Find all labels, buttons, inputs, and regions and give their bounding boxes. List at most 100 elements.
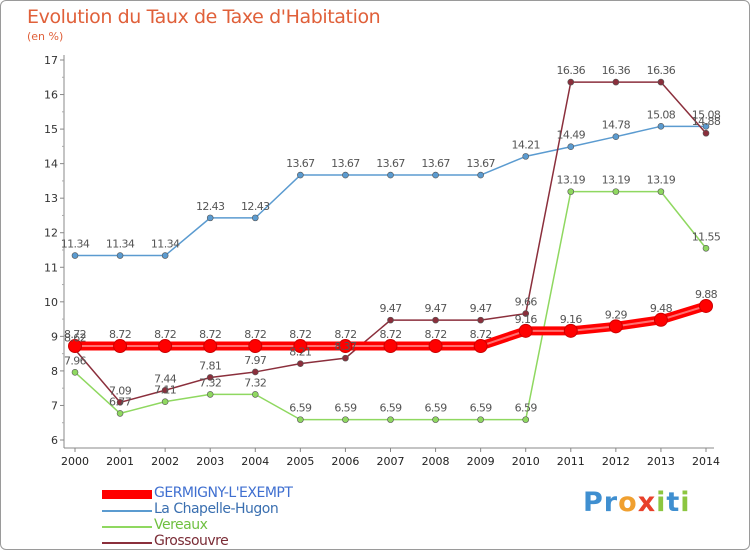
data-point-la-chapelle-hugon	[387, 171, 394, 179]
data-point-germigny-l-exempt	[113, 339, 128, 354]
chart-title: Evolution du Taux de Taxe d'Habitation	[27, 6, 381, 28]
data-point-grossouvre	[297, 360, 304, 367]
data-point-germigny-l-exempt	[158, 339, 173, 354]
data-label-la-chapelle-hugon: 11.34	[106, 238, 135, 251]
x-tick-label: 2009	[467, 455, 495, 468]
data-point-vereaux	[477, 416, 484, 423]
data-label-germigny-l-exempt: 8.72	[64, 328, 86, 341]
data-label-germigny-l-exempt: 8.72	[334, 328, 356, 341]
y-tick-label: 6	[51, 434, 58, 447]
data-label-vereaux: 7.32	[244, 376, 266, 389]
data-point-germigny-l-exempt	[699, 298, 713, 313]
legend-label: GERMIGNY-L'EXEMPT	[154, 485, 293, 501]
data-point-germigny-l-exempt	[608, 319, 623, 334]
data-label-la-chapelle-hugon: 14.49	[557, 129, 586, 142]
data-label-grossouvre: 9.47	[470, 302, 493, 315]
data-label-germigny-l-exempt: 9.88	[695, 288, 718, 301]
data-label-vereaux: 11.55	[692, 230, 721, 243]
data-point-la-chapelle-hugon	[342, 171, 349, 179]
data-point-germigny-l-exempt	[518, 323, 533, 338]
data-label-germigny-l-exempt: 9.16	[560, 313, 583, 326]
data-label-la-chapelle-hugon: 13.67	[466, 157, 495, 170]
data-point-germigny-l-exempt	[68, 339, 82, 354]
data-label-la-chapelle-hugon: 13.67	[376, 157, 405, 170]
x-tick-label: 2002	[151, 455, 179, 468]
x-tick-label: 2008	[422, 455, 450, 468]
data-label-germigny-l-exempt: 8.72	[470, 328, 492, 341]
data-point-grossouvre	[161, 386, 169, 394]
data-point-la-chapelle-hugon	[251, 214, 259, 222]
logo-letter: i	[656, 487, 667, 518]
data-point-vereaux	[161, 398, 169, 405]
data-point-grossouvre	[432, 316, 439, 324]
data-label-germigny-l-exempt: 8.72	[425, 328, 447, 341]
legend-label: Vereaux	[154, 517, 208, 533]
data-label-germigny-l-exempt: 8.72	[244, 328, 266, 341]
data-label-grossouvre: 16.36	[557, 64, 586, 77]
y-tick-label: 14	[44, 158, 58, 171]
legend-swatch	[102, 490, 152, 499]
data-point-grossouvre	[251, 368, 259, 376]
data-label-la-chapelle-hugon: 11.34	[61, 238, 90, 251]
data-label-la-chapelle-hugon: 12.43	[196, 200, 225, 213]
data-label-grossouvre: 8.21	[289, 346, 311, 359]
data-label-vereaux: 6.59	[515, 402, 538, 415]
data-point-vereaux	[567, 188, 575, 195]
data-label-germigny-l-exempt: 9.16	[515, 313, 538, 326]
y-tick-label: 8	[51, 365, 58, 378]
y-tick-label: 7	[51, 399, 58, 412]
data-label-grossouvre: 7.97	[244, 354, 267, 367]
data-label-vereaux: 6.59	[425, 402, 448, 415]
legend-swatch	[102, 526, 152, 528]
data-label-la-chapelle-hugon: 11.34	[151, 238, 180, 251]
data-label-la-chapelle-hugon: 12.43	[241, 200, 270, 213]
data-label-vereaux: 6.59	[379, 402, 402, 415]
data-point-germigny-l-exempt	[653, 312, 668, 327]
data-point-grossouvre	[387, 316, 394, 324]
data-label-vereaux: 6.59	[470, 402, 493, 415]
data-label-vereaux: 13.19	[647, 174, 676, 187]
data-label-la-chapelle-hugon: 15.08	[692, 108, 721, 121]
logo-letter: P	[583, 487, 604, 518]
data-point-vereaux	[612, 188, 620, 195]
chart-unit-label: (en %)	[27, 30, 64, 43]
logo-letter: x	[637, 487, 657, 518]
data-point-vereaux	[71, 368, 79, 376]
data-label-germigny-l-exempt: 8.72	[289, 328, 311, 341]
x-tick-label: 2004	[241, 455, 269, 468]
proxiti-logo: Proxiti	[583, 487, 691, 518]
y-tick-label: 11	[44, 261, 58, 274]
data-label-grossouvre: 7.81	[199, 359, 221, 372]
legend-swatch	[102, 510, 152, 512]
data-point-la-chapelle-hugon	[161, 252, 169, 259]
data-point-vereaux	[297, 416, 304, 423]
data-label-vereaux: 6.59	[334, 402, 357, 415]
data-label-grossouvre: 7.44	[154, 372, 177, 385]
data-label-vereaux: 6.77	[109, 395, 132, 408]
data-point-germigny-l-exempt	[428, 339, 443, 354]
legend-label: La Chapelle-Hugon	[154, 501, 279, 517]
data-label-vereaux: 13.19	[557, 174, 586, 187]
data-label-la-chapelle-hugon: 13.67	[421, 157, 450, 170]
data-label-germigny-l-exempt: 8.72	[154, 328, 176, 341]
data-point-germigny-l-exempt	[338, 339, 353, 354]
data-point-la-chapelle-hugon	[567, 143, 575, 151]
data-point-vereaux	[342, 416, 349, 423]
x-tick-label: 2003	[196, 455, 224, 468]
data-label-germigny-l-exempt: 9.48	[650, 302, 673, 315]
data-point-germigny-l-exempt	[248, 339, 263, 354]
logo-letter: i	[680, 487, 691, 518]
y-tick-label: 9	[51, 330, 58, 343]
data-point-la-chapelle-hugon	[432, 171, 439, 179]
data-label-grossouvre: 16.36	[647, 64, 676, 77]
data-label-la-chapelle-hugon: 14.78	[602, 119, 631, 132]
data-point-vereaux	[116, 410, 124, 417]
data-label-germigny-l-exempt: 9.29	[605, 308, 628, 321]
y-tick-label: 17	[44, 54, 58, 67]
data-label-germigny-l-exempt: 8.72	[379, 328, 401, 341]
data-point-la-chapelle-hugon	[71, 252, 79, 259]
data-point-vereaux	[387, 416, 394, 423]
x-tick-label: 2011	[557, 455, 585, 468]
data-label-grossouvre: 7.09	[109, 384, 132, 397]
